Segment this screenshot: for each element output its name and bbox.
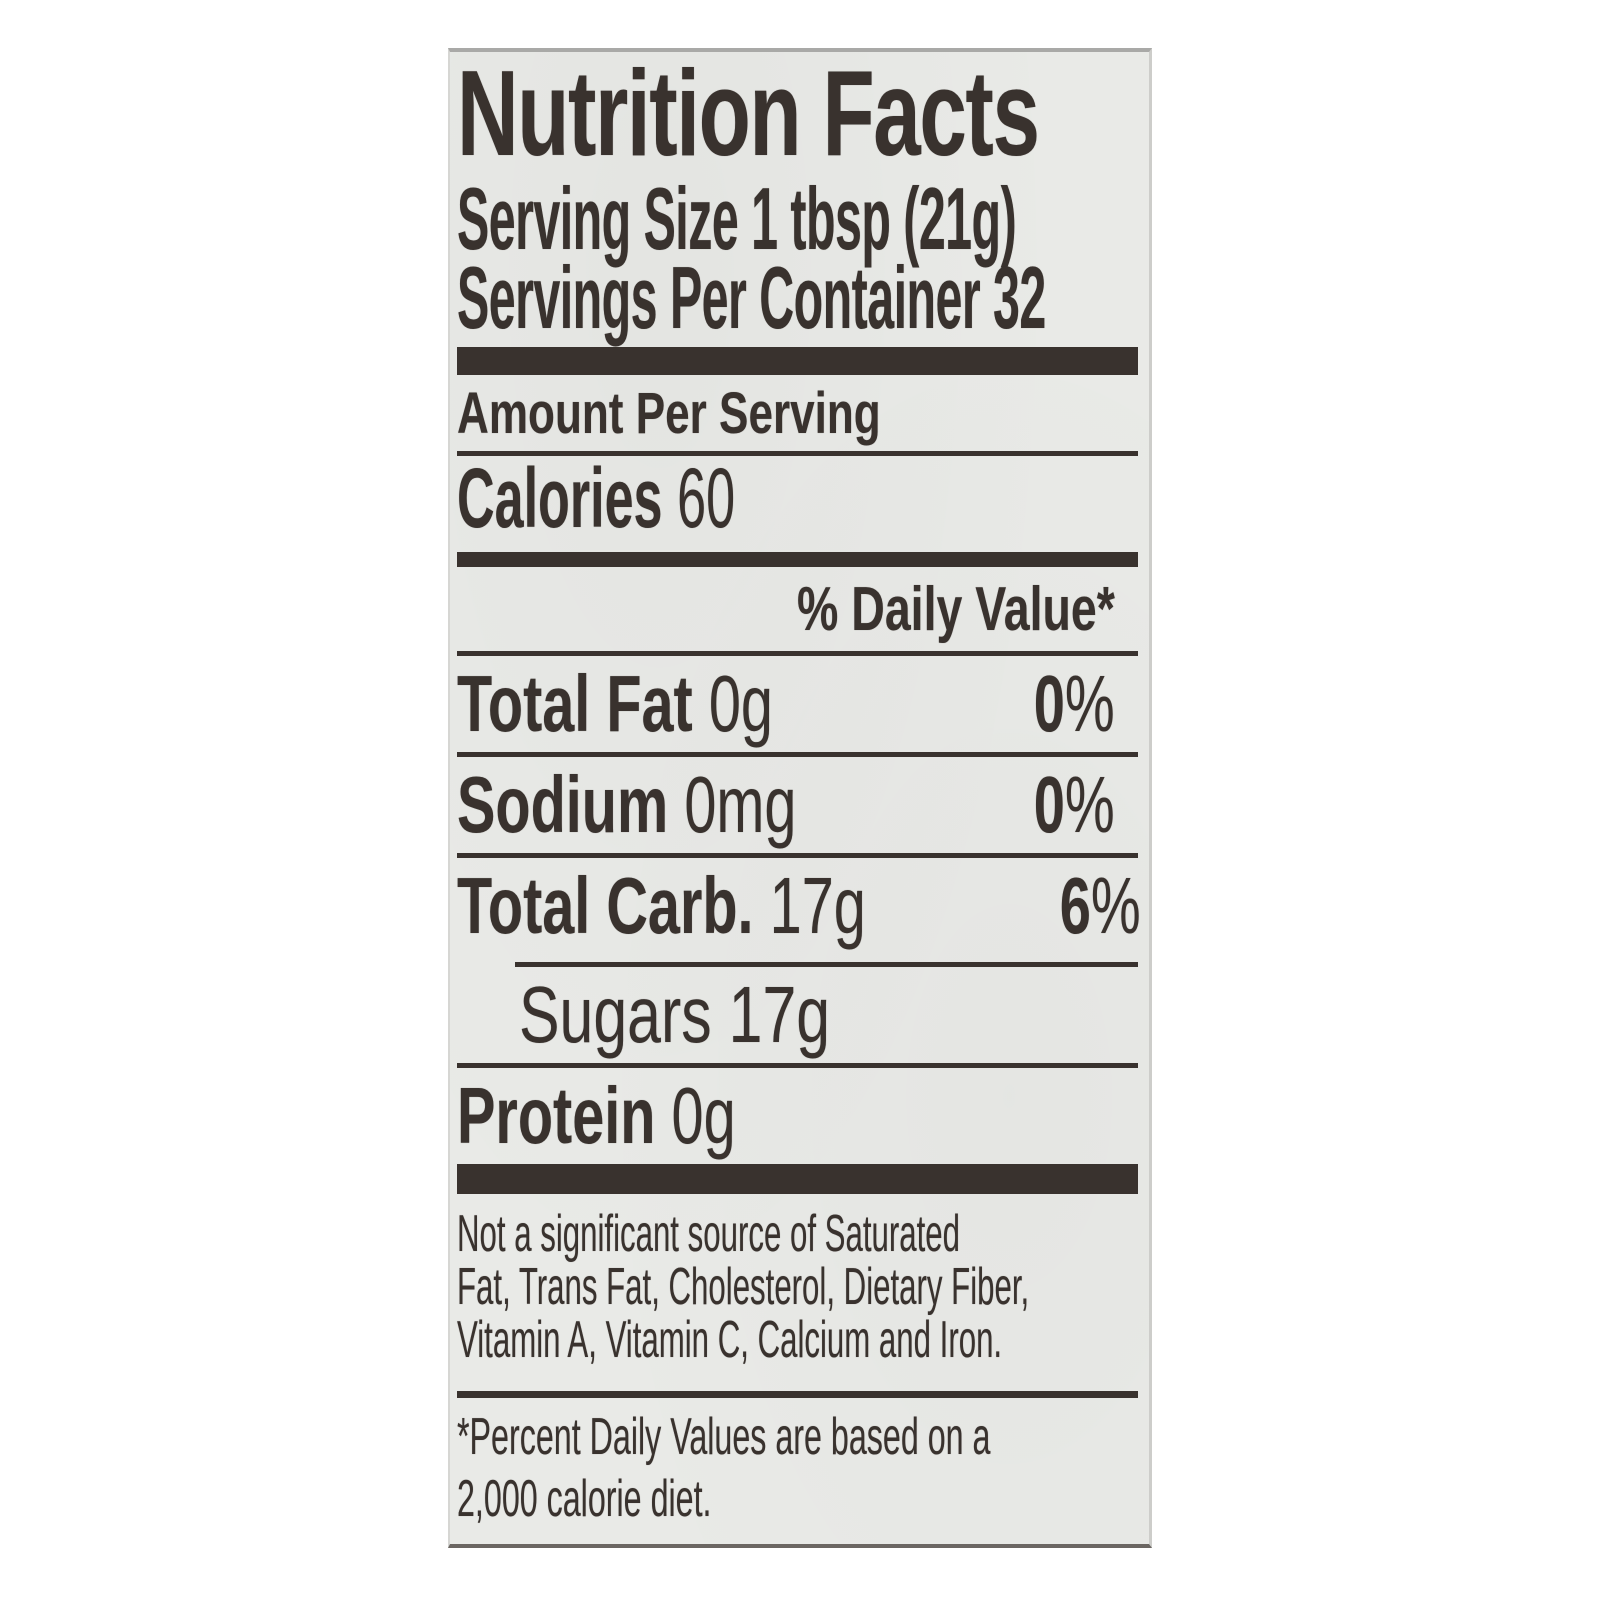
nutrient-name-amount: Total Carb. 17g (457, 860, 866, 952)
servings-per-container-text: Servings Per Container 32 (457, 248, 1046, 348)
divider-medium (457, 552, 1138, 568)
footnote-line: Fat, Trans Fat, Cholesterol, Dietary Fib… (457, 1261, 1133, 1314)
divider-thin (457, 853, 1138, 859)
note-line-text: *Percent Daily Values are based on a (457, 1408, 991, 1467)
servings-per-container: Servings Per Container 32 (457, 248, 1133, 348)
nutrient-name: Sodium (457, 760, 669, 850)
nutrient-row-sodium: Sodium 0mg 0% (457, 757, 1133, 853)
serving-size-text: Serving Size 1 tbsp (21g) (457, 169, 1017, 269)
nutrient-name-amount: Protein 0g (457, 1070, 736, 1162)
dv-number: 0 (1034, 760, 1066, 850)
sub-nutrient-amount: 17g (728, 970, 831, 1060)
amount-per-serving-text: Amount Per Serving (457, 381, 881, 447)
nutrient-amount: 17g (769, 861, 866, 951)
nutrient-daily-value: 0% (1034, 658, 1115, 750)
footnote-line-text: Fat, Trans Fat, Cholesterol, Dietary Fib… (457, 1258, 1030, 1317)
nutrient-name: Total Carb. (457, 861, 754, 951)
sub-nutrient-name: Sugars (519, 970, 712, 1060)
nutrient-amount: 0mg (684, 760, 797, 850)
calories-label: Calories (457, 451, 663, 546)
daily-value-header-text: % Daily Value* (797, 575, 1115, 645)
percent-sign: % (1090, 861, 1141, 951)
divider-thin-indented (515, 962, 1138, 968)
divider-thick-top (457, 347, 1138, 376)
dv-number: 0 (1034, 659, 1066, 749)
divider-thin-under-dv (457, 651, 1138, 657)
footnote-line-text: Not a significant source of Saturated (457, 1205, 960, 1264)
divider-thick-bottom (457, 1164, 1138, 1195)
calories-value: 60 (677, 451, 736, 546)
dv-number: 6 (1059, 861, 1091, 951)
nutrient-row-sugars: Sugars 17g (457, 967, 1133, 1063)
note-line: 2,000 calorie diet. (457, 1468, 1133, 1530)
amount-per-serving-heading: Amount Per Serving (457, 385, 1133, 443)
percent-sign: % (1065, 760, 1115, 850)
nutrient-row-total-carb: Total Carb. 17g 6% (457, 858, 1140, 954)
note-line-text: 2,000 calorie diet. (457, 1470, 712, 1529)
sub-nutrient-text: Sugars 17g (519, 969, 830, 1061)
divider-thin-under-amount (457, 451, 1138, 457)
nutrient-name: Total Fat (457, 659, 693, 749)
nutrient-name: Protein (457, 1071, 656, 1161)
calories-row: Calories 60 (457, 456, 1133, 540)
footnote-line-text: Vitamin A, Vitamin C, Calcium and Iron. (457, 1311, 1003, 1370)
nutrient-row-total-fat: Total Fat 0g 0% (457, 656, 1133, 752)
label-title-text: Nutrition Facts (457, 48, 1040, 181)
nutrient-daily-value: 0% (1034, 759, 1115, 851)
divider-thin (457, 752, 1138, 758)
nutrient-name-amount: Total Fat 0g (457, 658, 773, 750)
divider-above-note (457, 1391, 1138, 1399)
daily-value-header: % Daily Value* (457, 579, 1133, 641)
label-title: Nutrition Facts (457, 48, 1133, 181)
nutrient-row-protein: Protein 0g (457, 1068, 1133, 1164)
nutrition-facts-label: Nutrition Facts Serving Size 1 tbsp (21g… (448, 48, 1152, 1548)
nutrient-amount: 0g (708, 659, 773, 749)
nutrient-daily-value: 6% (1059, 860, 1140, 952)
footnote-line: Not a significant source of Saturated (457, 1208, 1133, 1261)
divider-thin (457, 1063, 1138, 1069)
serving-size: Serving Size 1 tbsp (21g) (457, 169, 1133, 269)
nutrient-amount: 0g (671, 1071, 736, 1161)
percent-sign: % (1065, 659, 1115, 749)
note-line: *Percent Daily Values are based on a (457, 1406, 1133, 1468)
daily-value-note: *Percent Daily Values are based on a 2,0… (457, 1406, 1133, 1530)
footnote-line: Vitamin A, Vitamin C, Calcium and Iron. (457, 1314, 1133, 1367)
calories-text: Calories 60 (457, 456, 735, 540)
footnote: Not a significant source of Saturated Fa… (457, 1208, 1133, 1367)
nutrient-name-amount: Sodium 0mg (457, 759, 796, 851)
